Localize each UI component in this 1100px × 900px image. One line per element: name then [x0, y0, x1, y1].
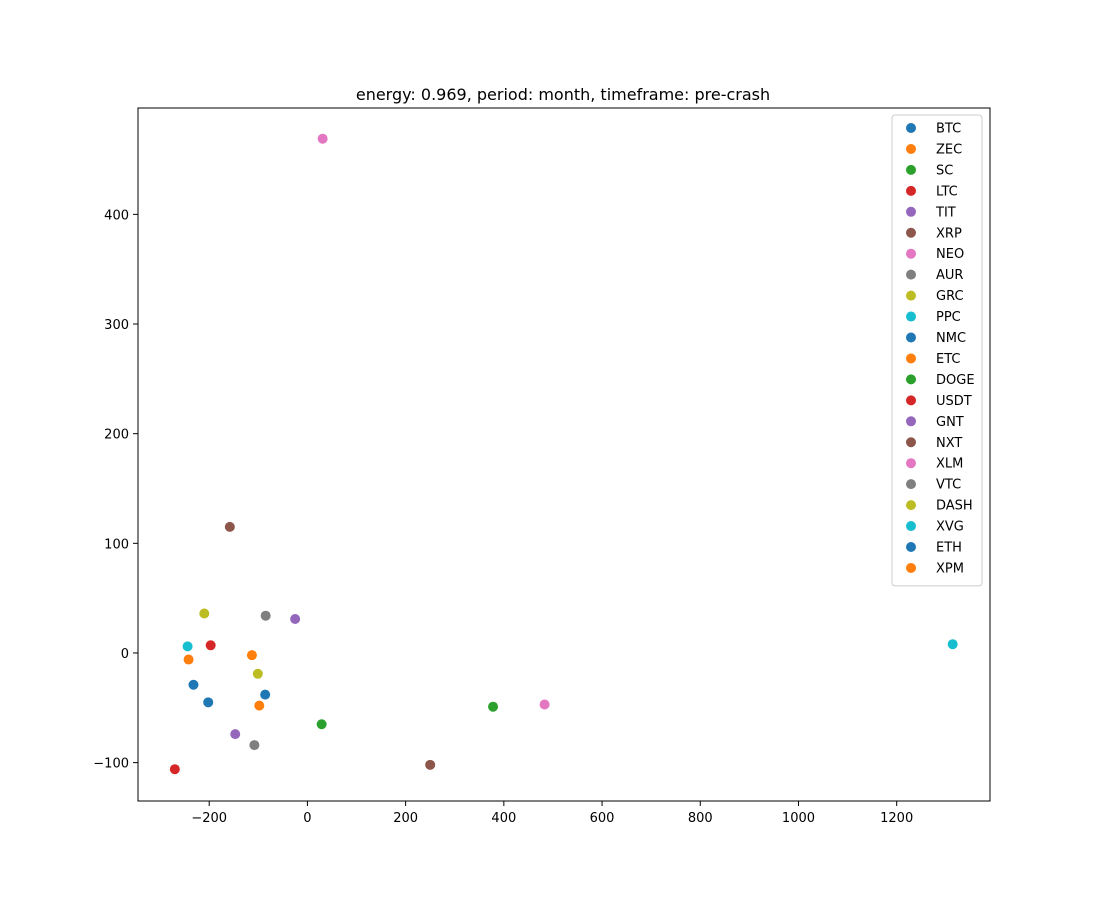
legend-marker-doge — [906, 374, 916, 385]
point-ltc — [205, 640, 216, 651]
legend-label-nxt: NXT — [936, 436, 962, 451]
legend-marker-aur — [906, 269, 916, 280]
legend-marker-usdt — [906, 395, 916, 406]
point-xpm — [183, 654, 194, 665]
y-tick-label: −100 — [93, 757, 129, 772]
legend-marker-etc — [906, 353, 916, 364]
legend-marker-dash — [906, 500, 916, 511]
x-tick-label: 600 — [590, 811, 615, 826]
legend-marker-xvg — [906, 521, 916, 532]
legend-marker-nmc — [906, 332, 916, 343]
legend-marker-ppc — [906, 311, 916, 322]
y-tick-label: 400 — [104, 208, 129, 223]
legend-label-xlm: XLM — [936, 457, 963, 472]
legend-marker-tit — [906, 206, 916, 217]
legend-label-xrp: XRP — [936, 226, 962, 241]
point-xlm — [317, 133, 328, 144]
legend-marker-neo — [906, 248, 916, 259]
legend-marker-ltc — [906, 185, 916, 196]
point-vtc — [260, 610, 271, 621]
legend-marker-gnt — [906, 416, 916, 427]
legend: BTC ZEC SC LTC TIT XRP NEO AUR GRC PPC NMC ETC DOGE U… — [891, 114, 983, 587]
legend-marker-zec — [906, 143, 916, 154]
point-usdt — [169, 764, 180, 775]
y-tick-label: 0 — [121, 647, 129, 662]
legend-marker-eth — [906, 542, 916, 552]
legend-marker-xpm — [906, 562, 916, 573]
y-tick-label: 300 — [104, 318, 129, 333]
legend-marker-sc — [906, 164, 916, 175]
point-btc — [188, 679, 199, 690]
point-neo — [539, 699, 550, 710]
point-etc — [254, 700, 265, 711]
legend-label-tit: TIT — [935, 205, 956, 220]
legend-marker-btc — [906, 123, 916, 133]
point-xvg — [182, 641, 193, 652]
legend-label-aur: AUR — [936, 268, 963, 283]
point-sc — [488, 701, 499, 712]
legend-label-etc: ETC — [936, 352, 960, 367]
legend-marker-xlm — [906, 458, 916, 469]
x-tick-label: 200 — [393, 811, 418, 826]
x-tick-label: −200 — [191, 811, 227, 826]
point-xrp — [425, 759, 436, 770]
legend-marker-grc — [906, 290, 916, 301]
y-axis: −100 0 100 200 300 400 — [93, 208, 138, 772]
legend-label-ppc: PPC — [936, 310, 961, 325]
legend-label-grc: GRC — [936, 289, 964, 304]
point-nxt — [224, 521, 235, 532]
point-ppc — [947, 639, 958, 650]
chart-title: energy: 0.969, period: month, timeframe:… — [356, 85, 770, 104]
x-tick-label: 0 — [303, 811, 311, 826]
x-tick-label: 800 — [688, 811, 713, 826]
legend-marker-vtc — [906, 479, 916, 490]
point-gnt — [230, 729, 241, 740]
point-tit — [290, 613, 301, 624]
point-doge — [316, 719, 327, 730]
point-nmc — [203, 697, 214, 708]
data-points — [169, 133, 958, 775]
legend-label-xpm: XPM — [936, 561, 964, 576]
legend-label-ltc: LTC — [936, 184, 958, 199]
legend-label-zec: ZEC — [936, 142, 962, 157]
legend-marker-nxt — [906, 437, 916, 448]
x-tick-label: 1000 — [782, 811, 815, 826]
legend-label-neo: NEO — [936, 247, 964, 262]
x-tick-label: 400 — [491, 811, 516, 826]
legend-label-btc: BTC — [936, 122, 961, 137]
legend-label-dash: DASH — [936, 499, 973, 514]
legend-label-gnt: GNT — [936, 415, 964, 430]
point-grc — [252, 668, 263, 679]
legend-label-eth: ETH — [936, 541, 962, 556]
legend-marker-xrp — [906, 227, 916, 238]
legend-label-nmc: NMC — [936, 331, 966, 346]
legend-label-xvg: XVG — [936, 520, 964, 535]
point-zec — [246, 650, 257, 661]
y-tick-label: 200 — [104, 428, 129, 443]
legend-label-vtc: VTC — [936, 478, 961, 493]
x-tick-label: 1200 — [880, 811, 913, 826]
plot-frame — [137, 107, 991, 802]
x-axis: −200 0 200 400 600 800 1000 1200 — [191, 801, 913, 826]
point-aur — [249, 740, 260, 751]
point-eth — [260, 689, 271, 700]
legend-label-usdt: USDT — [936, 394, 972, 409]
y-tick-label: 100 — [104, 537, 129, 552]
legend-label-doge: DOGE — [936, 373, 975, 388]
point-dash — [199, 608, 210, 619]
legend-label-sc: SC — [936, 163, 953, 178]
